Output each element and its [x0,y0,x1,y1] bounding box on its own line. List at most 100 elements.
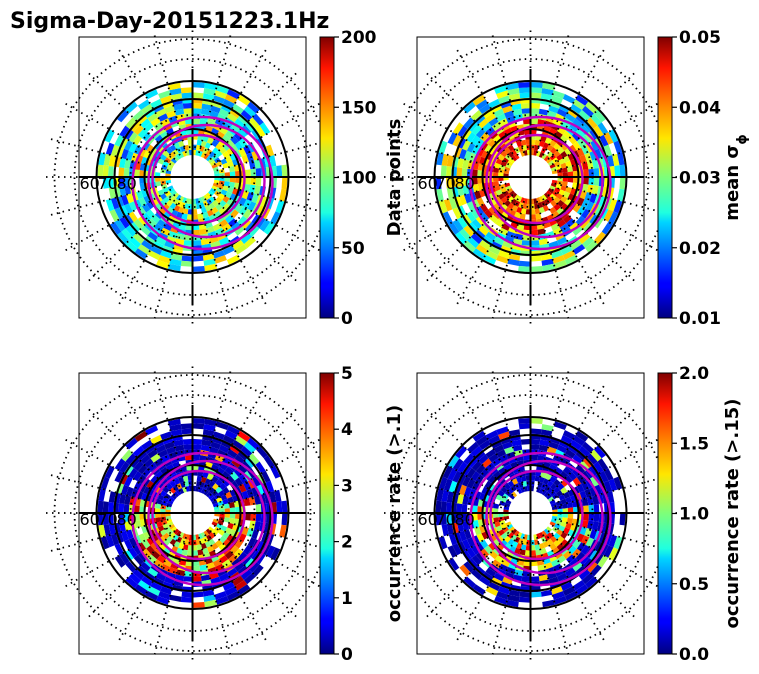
heatmap-bin [279,524,287,538]
heatmap-bin [472,430,486,442]
heatmap-bin [206,209,214,217]
heatmap-bin [562,250,576,260]
heatmap-bin [608,129,619,143]
heatmap-bin [493,181,500,187]
heatmap-bin [556,236,568,246]
heatmap-bin [162,203,170,211]
lat-label: 70 [98,510,118,529]
heatmap-bin [496,591,509,600]
heatmap-bin [472,520,479,529]
heatmap-bin [463,225,475,237]
heatmap-bin [204,263,218,272]
heatmap-bin [186,464,193,471]
heatmap-bin [478,225,489,236]
heatmap-bin [540,547,547,555]
heatmap-bin [186,128,193,135]
colorbar-gradient [319,36,335,319]
heatmap-bin [582,161,589,170]
heatmap-bin [543,155,550,162]
heatmap-bin [211,185,218,191]
heatmap-bin [209,446,219,455]
heatmap-bin [514,547,521,555]
heatmap-bin [582,497,589,506]
heatmap-bin [546,157,553,164]
heatmap-bin [524,128,531,135]
heatmap-bin [211,490,219,497]
heatmap-bin [232,439,244,450]
heatmap-bin [493,108,505,118]
lat-label: 60 [80,510,100,529]
heatmap-bin [229,529,237,537]
heatmap-bin [274,489,282,502]
heatmap-bin [505,163,512,169]
heatmap-bin [548,441,559,450]
heatmap-bin [472,177,478,185]
heatmap-bin [168,524,175,530]
heatmap-bin [204,478,212,485]
heatmap-bin [549,193,557,200]
heatmap-bin [530,266,543,272]
heatmap-bin [228,501,235,509]
heatmap-bin [589,193,598,204]
heatmap-bin [586,453,598,465]
heatmap-bin [519,591,531,598]
heatmap-bin [447,132,458,145]
heatmap-bin [196,539,201,546]
heatmap-bin [227,522,234,530]
heatmap-bin [488,139,497,148]
heatmap-bin [229,513,236,519]
heatmap-bin [125,576,138,589]
heatmap-bin [485,567,496,578]
heatmap-bin [200,444,211,452]
heatmap-bin [508,190,515,197]
heatmap-bin [593,216,604,229]
heatmap-bin [123,177,130,186]
heatmap-bin [143,122,154,132]
heatmap-bin [519,92,531,99]
heatmap-bin [212,483,220,491]
heatmap-bin [572,118,583,129]
heatmap-bin [557,535,565,544]
heatmap-bin [593,461,604,474]
heatmap-bin [192,224,200,231]
heatmap-bin [250,168,257,177]
heatmap-bin [466,211,476,223]
heatmap-bin [522,454,531,461]
heatmap-bin [548,188,555,194]
heatmap-bin [154,539,163,547]
heatmap-bin [275,200,285,214]
heatmap-bin [161,164,168,170]
heatmap-bin [538,196,545,203]
heatmap-bin [507,532,514,539]
heatmap-bin [608,211,619,225]
heatmap-bin [212,199,220,207]
heatmap-bin [599,470,609,483]
heatmap-bin [500,486,508,494]
heatmap-bin [558,158,566,165]
heatmap-bin [211,521,218,527]
heatmap-bin [248,561,260,573]
heatmap-bin [559,470,569,479]
heatmap-bin [463,453,475,465]
heatmap-bin [445,502,452,513]
heatmap-bin [553,150,561,158]
heatmap-bin [159,193,167,200]
heatmap-bin [192,602,205,608]
heatmap-bin [228,165,235,173]
heatmap-bin [200,151,207,158]
heatmap-bin [560,581,573,592]
heatmap-bin [226,89,240,100]
heatmap-bin [240,233,253,245]
heatmap-bin [561,503,568,509]
heatmap-bin [214,255,227,264]
heatmap-bin [279,188,287,202]
heatmap-bin [578,569,591,581]
heatmap-bin [495,494,503,501]
heatmap-bin [575,584,589,596]
heatmap-bin [182,544,189,551]
heatmap-bin [613,200,623,214]
heatmap-bin [562,508,569,513]
heatmap-bin [603,132,614,145]
heatmap-bin [481,122,492,132]
heatmap-bin [197,213,204,220]
